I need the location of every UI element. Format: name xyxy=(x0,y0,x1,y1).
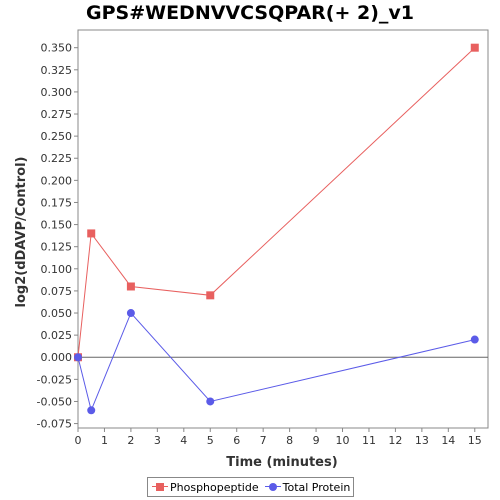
y-tick-label: 0.175 xyxy=(41,196,73,209)
data-point-total-protein xyxy=(74,353,82,362)
x-tick-label: 9 xyxy=(313,434,320,447)
y-tick-label: 0.125 xyxy=(41,241,73,254)
x-tick-label: 10 xyxy=(336,434,350,447)
x-tick-label: 12 xyxy=(388,434,402,447)
x-tick-label: 7 xyxy=(260,434,267,447)
x-tick-label: 2 xyxy=(127,434,134,447)
data-point-phosphopeptide xyxy=(126,282,135,291)
chart-title: GPS#WEDNVVCSQPAR(+ 2)_v1 xyxy=(85,2,415,24)
x-tick-label: 1 xyxy=(101,434,108,447)
y-tick-label: -0.075 xyxy=(37,418,72,431)
y-tick-label: 0.350 xyxy=(41,42,73,55)
y-tick-label: 0.200 xyxy=(41,174,73,187)
x-tick-label: 14 xyxy=(441,434,455,447)
x-tick-label: 13 xyxy=(415,434,429,447)
x-tick-label: 5 xyxy=(207,434,214,447)
y-tick-label: 0.100 xyxy=(41,263,73,276)
legend-item-total-protein: Total Protein xyxy=(264,480,351,494)
x-tick-label: 4 xyxy=(180,434,187,447)
data-point-phosphopeptide xyxy=(470,43,479,52)
y-tick-label: -0.050 xyxy=(37,395,72,408)
legend-item-phosphopeptide: Phosphopeptide xyxy=(152,481,259,494)
x-tick-label: 8 xyxy=(286,434,293,447)
y-tick-label: 0.025 xyxy=(41,329,73,342)
square-marker-icon xyxy=(152,482,168,492)
legend-label-phosphopeptide: Phosphopeptide xyxy=(170,480,259,494)
y-tick-label: 0.325 xyxy=(41,64,73,77)
y-tick-label: 0.075 xyxy=(41,285,73,298)
legend-label-total-protein: Total Protein xyxy=(282,480,351,494)
y-tick-label: 0.050 xyxy=(41,307,73,320)
data-point-total-protein xyxy=(206,397,215,406)
data-point-phosphopeptide xyxy=(206,291,215,300)
data-point-total-protein xyxy=(470,335,479,344)
plot-frame xyxy=(77,29,489,429)
y-tick-label: 0.000 xyxy=(41,351,73,364)
data-point-phosphopeptide xyxy=(87,229,96,238)
circle-marker-icon xyxy=(264,482,281,492)
y-tick-label: -0.025 xyxy=(37,373,72,386)
plot-area: -0.075 -0.050 -0.025 0.000 0.025 0.050 0.075 0.… xyxy=(37,29,489,447)
x-tick-label: 0 xyxy=(75,434,82,447)
y-tick-label: 0.300 xyxy=(41,86,73,99)
y-tick-label: 0.225 xyxy=(41,152,73,165)
x-axis-title: Time (minutes) xyxy=(226,455,337,470)
data-point-total-protein xyxy=(126,309,135,318)
x-tick-label: 15 xyxy=(468,434,482,447)
y-axis-title: log2(dDAVP/Control) xyxy=(14,157,29,308)
x-tick-label: 6 xyxy=(233,434,240,447)
data-point-total-protein xyxy=(87,406,96,415)
y-tick-label: 0.150 xyxy=(41,219,73,232)
y-tick-label: 0.275 xyxy=(41,108,73,121)
x-tick-label: 3 xyxy=(154,434,161,447)
y-tick-label: 0.250 xyxy=(41,130,73,143)
x-tick-label: 11 xyxy=(362,434,376,447)
chart-legend: Phosphopeptide Total Protein xyxy=(147,477,354,497)
